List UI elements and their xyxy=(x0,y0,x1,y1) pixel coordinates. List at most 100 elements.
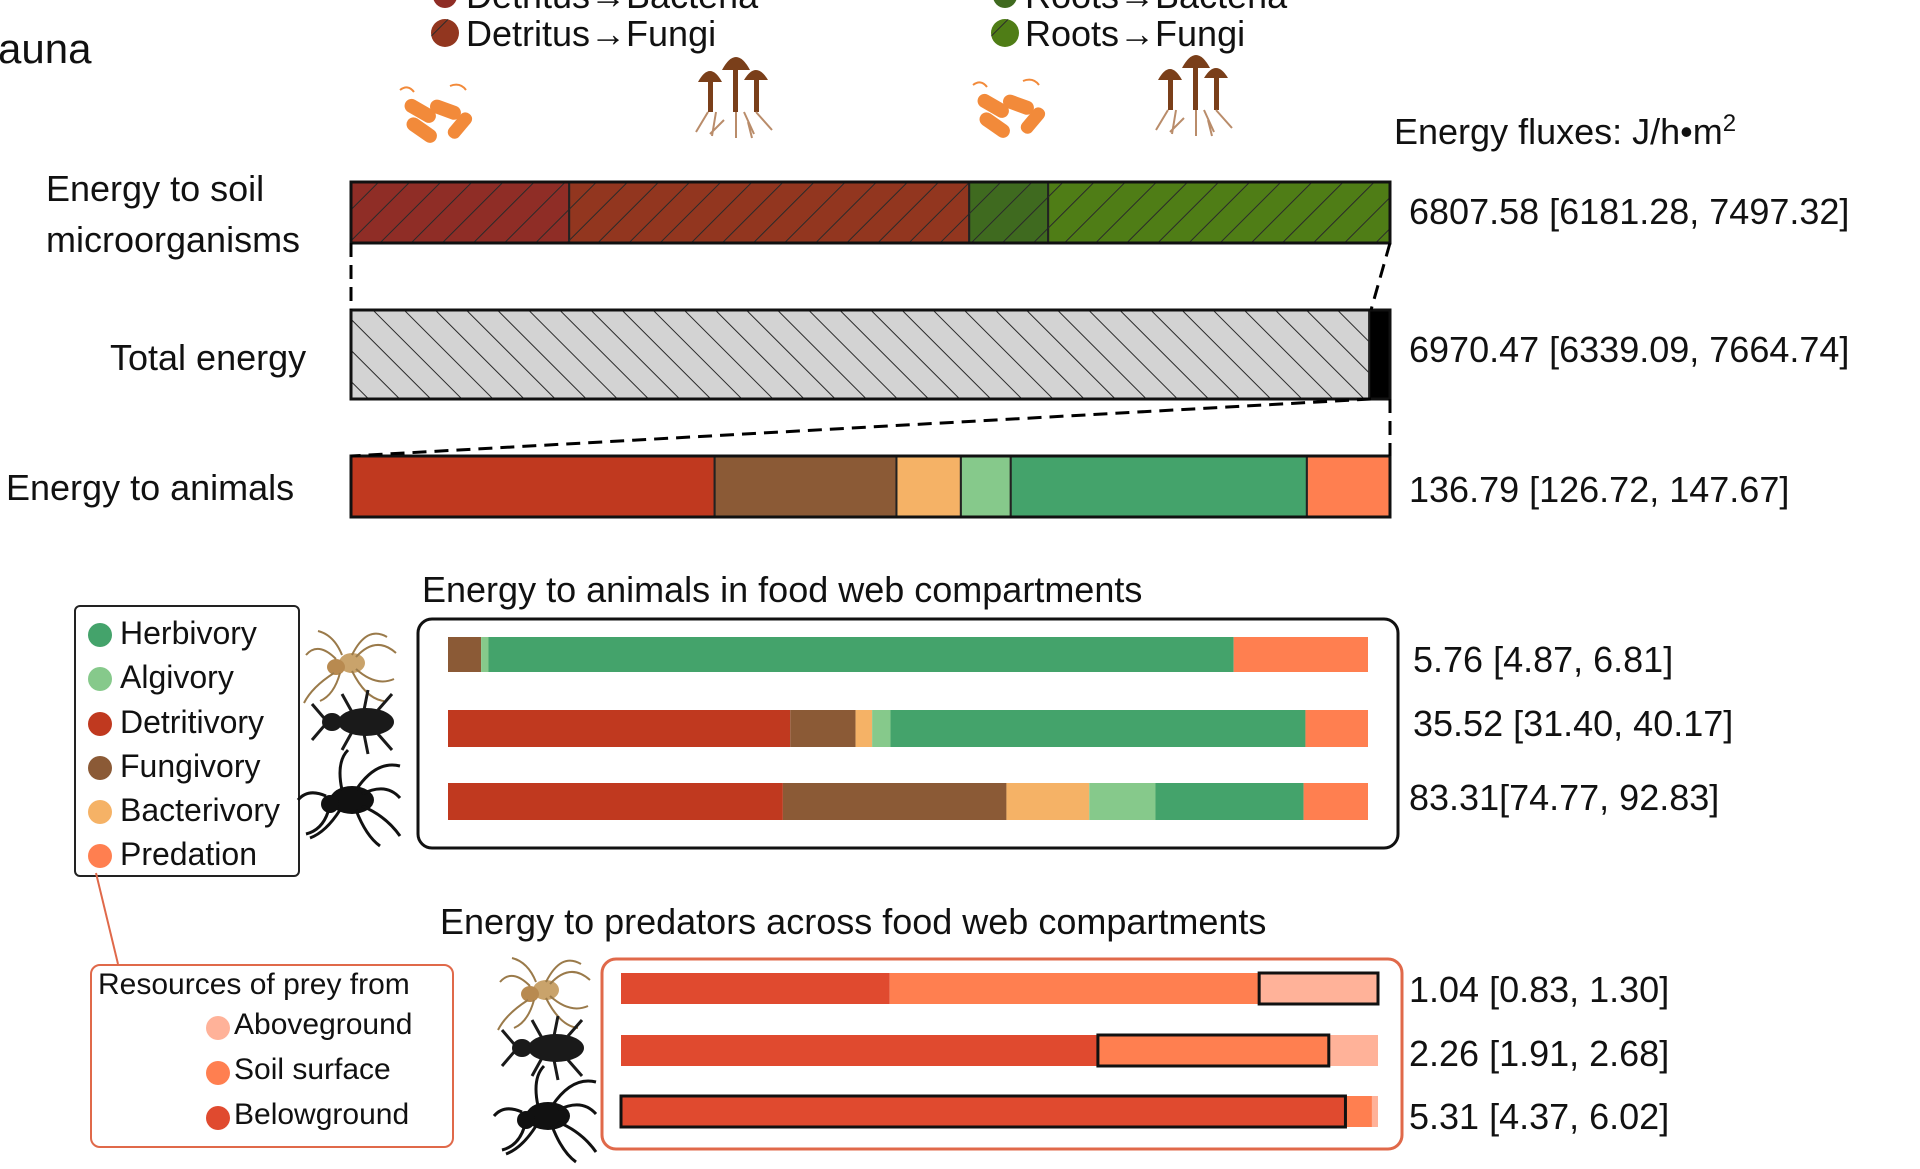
bar-segment-herbivory xyxy=(1009,455,1308,518)
bar-segment-aboveground xyxy=(1259,973,1378,1004)
algivory-swatch xyxy=(88,667,112,691)
fungivory-swatch xyxy=(88,756,112,780)
bar-segment-energy-to-animals xyxy=(1368,309,1391,400)
legend-roots-fungi: Roots→Fungi xyxy=(1025,13,1246,54)
value-predators-soil-surface: 2.26 [1.91, 2.68] xyxy=(1409,1033,1670,1074)
bar-segment-herbivory xyxy=(890,710,1306,747)
bar-segment-predation xyxy=(1305,455,1392,518)
bar-outline xyxy=(349,180,1392,245)
bar-segment-predation xyxy=(1233,637,1368,672)
legend-soil-surface: Soil surface xyxy=(234,1053,391,1086)
legend-detritus-bacteria: Detritus→Bacteria xyxy=(466,0,758,14)
bar-layer xyxy=(349,180,1392,1129)
value-energy-to-animals: 136.79 [126.72, 147.67] xyxy=(1409,469,1790,510)
predation-swatch xyxy=(88,844,112,868)
centipede-icon xyxy=(492,1064,598,1164)
label-total-energy: Total energy xyxy=(110,337,307,378)
bar-segment-detritivory xyxy=(350,455,716,518)
predator-panel-frame xyxy=(600,957,1404,1151)
legend-detritus-fungi-swatch xyxy=(431,19,459,47)
bar-segment-predation xyxy=(1303,783,1368,820)
legend-connector xyxy=(95,872,119,965)
bar-outline xyxy=(349,308,1392,401)
bar-segment-soil-surface xyxy=(1345,1096,1372,1127)
compartment-panel-frame xyxy=(416,617,1400,850)
spider-icon xyxy=(303,630,397,704)
bar-segment-fungivory xyxy=(448,637,482,672)
bar-segment-bacterivory xyxy=(895,455,962,518)
bar-segment-aboveground xyxy=(1328,1035,1378,1066)
value-microorganisms: 6807.58 [6181.28, 7497.32] xyxy=(1409,191,1850,232)
beetle-icon xyxy=(310,689,394,755)
detritivory-swatch xyxy=(88,712,112,736)
bar-segment-belowground xyxy=(621,1035,1098,1066)
beetle-icon xyxy=(500,1015,584,1081)
soil-surface-swatch xyxy=(206,1061,230,1085)
fungus-icon xyxy=(1155,55,1233,137)
title-predators: Energy to predators across food web comp… xyxy=(440,901,1267,942)
bar-segment-fungivory xyxy=(790,710,856,747)
bar-segment-belowground xyxy=(621,1096,1346,1127)
bar-segment-detritivory xyxy=(448,710,791,747)
bar-segment-bacterivory xyxy=(1006,783,1090,820)
centipede-icon xyxy=(296,748,402,848)
value-compartment-belowground: 83.31[74.77, 92.83] xyxy=(1409,777,1720,818)
bar-segment-fungivory xyxy=(713,455,898,518)
bar-segment-algivory xyxy=(1089,783,1156,820)
bar-segment-aboveground xyxy=(1371,1096,1378,1127)
legend-fungivory: Fungivory xyxy=(120,748,261,784)
value-predators-aboveground: 1.04 [0.83, 1.30] xyxy=(1409,969,1670,1010)
legend-roots-bacteria-swatch xyxy=(993,0,1017,8)
aboveground-swatch xyxy=(206,1016,230,1040)
herbivory-swatch xyxy=(88,623,112,647)
resources-legend-title: Resources of prey from xyxy=(98,968,410,1001)
belowground-swatch xyxy=(206,1106,230,1130)
bar-hatch-roots-bacteria xyxy=(969,182,1049,243)
spider-icon xyxy=(497,957,591,1031)
bar-hatch-detritus-fungi xyxy=(569,182,970,243)
value-total-energy: 6970.47 [6339.09, 7664.74] xyxy=(1409,329,1850,370)
bar-outline-aboveground xyxy=(1257,971,1380,1006)
legend-belowground: Belowground xyxy=(234,1098,410,1131)
bar-segment-belowground xyxy=(621,973,890,1004)
units-superscript: 2 xyxy=(1722,110,1737,137)
bar-outline-belowground xyxy=(619,1094,1347,1129)
label-energy-to-animals: Energy to animals xyxy=(6,467,295,508)
bar-outline xyxy=(349,454,1392,519)
legend-detritivory: Detritivory xyxy=(120,704,265,740)
bar-segment-algivory xyxy=(872,710,891,747)
bar-segment-soil-surface xyxy=(889,973,1260,1004)
legend-bacterivory: Bacterivory xyxy=(120,792,281,828)
fungus-icon xyxy=(695,57,773,139)
resources-legend: Resources of prey from Aboveground Soil … xyxy=(90,964,454,1148)
panel-label: auna xyxy=(0,25,92,72)
value-predators-belowground: 5.31 [4.37, 6.02] xyxy=(1409,1096,1670,1137)
value-compartment-soil-surface: 35.52 [31.40, 40.17] xyxy=(1413,703,1734,744)
label-microorganisms-line1: Energy to soil xyxy=(46,168,265,209)
bar-segment-soil-surface xyxy=(1097,1035,1329,1066)
bar-outline-soil-surface xyxy=(1096,1033,1331,1068)
legend-detritus-bacteria-swatch xyxy=(433,0,457,8)
bar-segment-detritivory xyxy=(448,783,783,820)
legend-detritus-fungi: Detritus→Fungi xyxy=(466,13,717,54)
legend-roots-bacteria: Roots→Bacteria xyxy=(1025,0,1287,14)
zoom-connectors xyxy=(349,242,1392,458)
legend-predation: Predation xyxy=(120,836,257,872)
bar-hatch-roots-fungi xyxy=(1048,182,1390,243)
bar-segment-herbivory xyxy=(1155,783,1304,820)
bar-hatch-energy-to-soil-microorganisms xyxy=(351,310,1370,399)
bacteria-icon xyxy=(972,78,1046,138)
bar-segment-predation xyxy=(1305,710,1368,747)
bar-segment-algivory xyxy=(959,455,1012,518)
title-compartments: Energy to animals in food web compartmen… xyxy=(422,569,1143,610)
bar-segment-herbivory xyxy=(488,637,1234,672)
flux-units-title: Energy fluxes: J/h•m2 xyxy=(1394,110,1737,152)
bar-segment-fungivory xyxy=(782,783,1007,820)
label-microorganisms-line2: microorganisms xyxy=(46,219,301,260)
bar-hatch-detritus-bacteria xyxy=(351,182,570,243)
feeding-legend: Herbivory Algivory Detritivory Fungivory… xyxy=(74,605,300,877)
bacteria-icon xyxy=(399,83,473,143)
value-compartment-aboveground: 5.76 [4.87, 6.81] xyxy=(1413,639,1674,680)
